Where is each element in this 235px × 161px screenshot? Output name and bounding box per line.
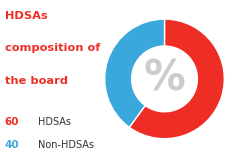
Text: Non-HDSAs: Non-HDSAs [38, 140, 94, 150]
Text: %: % [144, 58, 185, 100]
Text: HDSAs: HDSAs [38, 117, 70, 127]
Text: 40: 40 [5, 140, 19, 150]
Wedge shape [105, 19, 164, 127]
Text: HDSAs: HDSAs [5, 11, 47, 21]
Text: the board: the board [5, 76, 68, 86]
Text: composition of: composition of [5, 43, 100, 53]
Wedge shape [129, 19, 224, 139]
Text: 60: 60 [5, 117, 19, 127]
